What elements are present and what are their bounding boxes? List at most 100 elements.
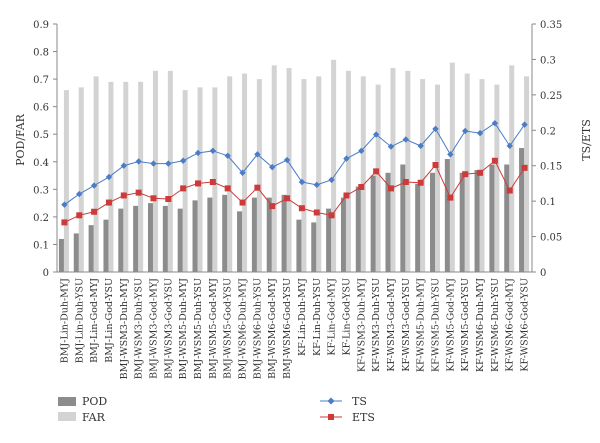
ts-point — [90, 182, 98, 189]
pod-bar — [430, 172, 436, 272]
pod-bar — [489, 164, 495, 272]
x-tick-label: BMJ-WSM5-Duh-YSU — [193, 278, 204, 379]
right-tick-label: 0.1 — [540, 197, 556, 208]
ts-point — [476, 129, 484, 137]
far-bar — [152, 70, 158, 272]
far-bar — [93, 76, 99, 272]
ets-point — [76, 212, 83, 219]
right-tick-label: 0.35 — [540, 20, 562, 31]
ets-point — [209, 179, 216, 186]
ets-point — [165, 196, 172, 203]
ts-point — [135, 158, 142, 165]
ets-point — [180, 185, 187, 192]
x-tick-label: BMJ-WSM3-God-YSU — [163, 278, 174, 379]
far-bar — [524, 76, 530, 272]
pod-bar — [311, 222, 317, 272]
ets-point — [313, 209, 320, 216]
pod-bar — [192, 200, 198, 272]
legend-ets-marker — [328, 414, 334, 420]
far-bar — [123, 81, 129, 272]
ts-point — [179, 157, 187, 164]
x-tick-label: KF-WSM5-Duh-YSU — [431, 278, 442, 372]
pod-bar — [118, 208, 124, 272]
pod-bar — [474, 170, 480, 272]
ts-point — [358, 147, 365, 155]
legend-ets-label: ETS — [352, 411, 375, 424]
far-bar — [509, 65, 515, 272]
x-tick-label: KF-Lin-Duh-YSU — [312, 278, 323, 356]
x-tick-label: BMJ-Lin-God-MYJ — [89, 278, 100, 363]
ts-point — [447, 151, 454, 158]
pod-bar — [385, 172, 391, 272]
ets-point — [61, 219, 68, 226]
x-tick-label: BMJ-Lin-Duh-MYJ — [59, 278, 70, 363]
lines-layer — [61, 120, 528, 226]
right-tick-label: 0 — [540, 268, 546, 279]
bars-layer — [58, 59, 530, 273]
left-tick-label: 0.1 — [33, 240, 49, 251]
x-tick-label: KF-WSM3-God-MYJ — [386, 278, 397, 372]
ts-point — [328, 176, 335, 184]
far-bar — [138, 81, 144, 272]
pod-bar — [73, 233, 79, 272]
ets-point — [477, 169, 484, 176]
right-tick-label: 0.2 — [540, 126, 556, 137]
pod-bar — [326, 208, 332, 272]
x-tick-label: KF-WSM3-God-YSU — [401, 278, 412, 372]
ts-point — [194, 149, 202, 157]
pod-bar — [400, 164, 406, 272]
x-tick-labels: BMJ-Lin-Duh-MYJ BMJ-Lin-Duh-YSU BMJ-Lin-Go… — [59, 278, 530, 380]
x-tick-label: BMJ-WSM5-Duh-MYJ — [178, 278, 189, 380]
ts-point — [462, 127, 469, 135]
x-tick-label: KF-WSM6-God-YSU — [520, 278, 531, 372]
ets-point — [239, 199, 246, 206]
far-bar — [405, 70, 411, 272]
ts-point — [432, 125, 439, 133]
pod-bar — [222, 194, 228, 272]
x-tick-label: BMJ-WSM6-Duh-YSU — [252, 278, 263, 379]
pod-bar — [340, 197, 346, 272]
left-tick-label: 0.4 — [33, 158, 49, 169]
ts-point — [298, 178, 306, 186]
ets-point — [150, 195, 157, 202]
pod-bar — [133, 205, 139, 272]
far-bar — [420, 79, 426, 272]
ts-point — [150, 160, 157, 167]
x-tick-label: BMJ-Lin-Duh-YSU — [74, 278, 85, 363]
ts-point — [387, 143, 395, 150]
axes-layer: 0 0.1 0.2 0.3 0.4 0.5 0.6 0.7 0.8 0.9 0 0.05 0.1 0.15… — [33, 20, 562, 279]
pod-bar — [177, 208, 183, 272]
pod-bar — [88, 225, 94, 272]
right-tick-label: 0.05 — [540, 233, 562, 244]
ts-point — [521, 121, 528, 128]
ts-point — [402, 136, 410, 143]
ets-point — [358, 183, 365, 190]
right-tick-label: 0.15 — [540, 162, 562, 173]
far-bar — [182, 90, 188, 272]
far-bar — [375, 84, 381, 272]
x-tick-label: BMJ-WSM3-God-MYJ — [148, 278, 159, 379]
x-tick-label: BMJ-WSM5-God-YSU — [223, 278, 234, 379]
left-tick-label: 0.2 — [33, 213, 49, 224]
far-bar — [494, 84, 500, 272]
pod-bar — [147, 203, 153, 272]
x-tick-label: BMJ-WSM6-Duh-MYJ — [238, 278, 249, 380]
ts-point — [269, 163, 276, 171]
pod-bar — [266, 197, 272, 272]
far-bar — [256, 79, 262, 272]
pod-bar — [504, 164, 510, 272]
left-tick-label: 0 — [43, 268, 49, 279]
ets-point — [521, 164, 528, 171]
far-bar — [360, 76, 366, 272]
ets-point — [491, 157, 498, 164]
left-axis-label: POD/FAR — [14, 113, 27, 166]
left-tick-label: 0.7 — [33, 75, 49, 86]
x-tick-label: KF-WSM6-God-MYJ — [505, 278, 516, 372]
ets-point — [105, 199, 112, 206]
ts-point — [506, 142, 513, 150]
far-bar — [227, 76, 233, 272]
pod-bar — [296, 219, 302, 272]
left-tick-label: 0.8 — [33, 48, 49, 59]
ets-point — [417, 179, 424, 186]
